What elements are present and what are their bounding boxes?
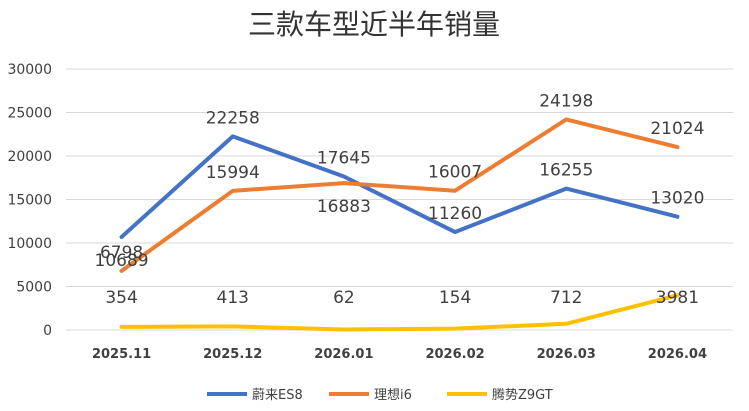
data-label: 16883 [317, 197, 371, 217]
x-tick-label: 2026.01 [314, 347, 373, 362]
data-label: 10689 [95, 251, 149, 271]
y-tick-label: 30000 [7, 62, 52, 78]
x-axis-ticks: 2025.11 2025.12 2026.01 2026.02 2026.03 2026.… [92, 347, 707, 362]
series-line-2 [119, 293, 680, 332]
chart-title: 三款车型近半年销量 [248, 8, 500, 41]
x-tick-label: 2025.11 [92, 347, 151, 362]
y-tick-label: 25000 [7, 106, 52, 122]
series-line-1 [119, 117, 680, 273]
gridlines [66, 68, 733, 331]
x-tick-label: 2026.03 [537, 347, 596, 362]
series-lines [119, 117, 680, 332]
y-tick-label: 5000 [16, 280, 52, 296]
data-label: 354 [105, 288, 137, 308]
data-label: 3981 [656, 288, 699, 308]
x-tick-label: 2025.12 [203, 347, 262, 362]
data-label: 21024 [650, 119, 704, 139]
legend: 蔚来ES8 理想i6 腾势Z9GT [207, 387, 553, 403]
data-label: 16255 [539, 161, 593, 181]
data-labels: 10689 22258 17645 11260 16255 13020 6798 15994 1… [95, 91, 705, 308]
y-tick-label: 20000 [7, 149, 52, 165]
x-tick-label: 2026.04 [648, 347, 707, 362]
y-tick-label: 10000 [7, 236, 52, 252]
data-label: 24198 [539, 91, 593, 111]
y-axis-ticks: 0 5000 10000 15000 20000 25000 30000 [7, 62, 52, 339]
data-label: 62 [333, 288, 355, 308]
data-label: 13020 [650, 189, 704, 209]
data-label: 17645 [317, 148, 371, 168]
x-tick-label: 2026.02 [425, 347, 484, 362]
data-label: 22258 [206, 108, 260, 128]
data-label: 154 [439, 288, 471, 308]
legend-label: 理想i6 [374, 387, 412, 403]
data-label: 413 [217, 288, 249, 308]
data-label: 712 [550, 288, 582, 308]
legend-label: 腾势Z9GT [492, 387, 553, 403]
data-label: 16007 [428, 163, 482, 183]
data-label: 15994 [206, 163, 260, 183]
legend-label: 蔚来ES8 [252, 388, 303, 403]
data-label: 11260 [428, 204, 482, 224]
series-line-0 [119, 134, 680, 240]
data-label: 6798 [100, 243, 143, 263]
y-tick-label: 15000 [7, 193, 52, 209]
y-tick-label: 0 [43, 323, 52, 339]
